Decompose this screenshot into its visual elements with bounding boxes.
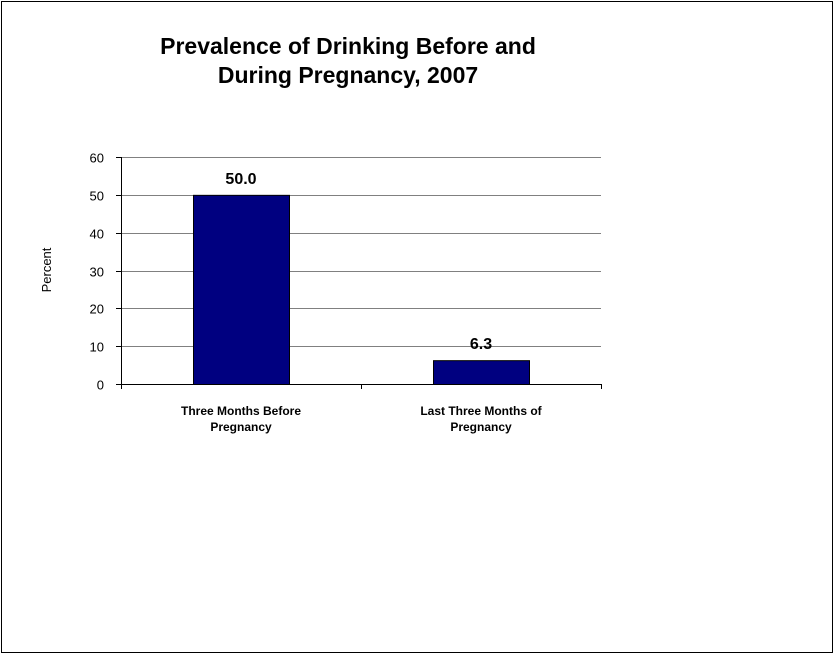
x-category-label: Pregnancy	[450, 420, 512, 434]
y-axis-label: Percent	[39, 247, 54, 292]
bar	[433, 360, 530, 386]
y-tick-label: 40	[90, 227, 104, 242]
y-tick-label: 10	[90, 340, 104, 355]
x-category-label: Three Months Before	[181, 404, 301, 418]
x-axis-categories: Three Months Before Pregnancy Last Three M…	[181, 404, 543, 434]
x-category-label: Pregnancy	[210, 420, 272, 434]
bars	[193, 194, 530, 386]
y-tick-label: 30	[90, 265, 104, 280]
data-label: 6.3	[470, 336, 492, 353]
y-tick-label: 20	[90, 302, 104, 317]
chart-title-line-2: During Pregnancy, 2007	[217, 62, 479, 88]
y-axis-ticks: 0 10 20 30 40 50 60	[90, 151, 602, 393]
data-label: 50.0	[225, 171, 256, 188]
chart-title: Prevalence of Drinking Before and During…	[88, 32, 608, 90]
y-tick-label: 50	[90, 189, 104, 204]
y-tick-label: 0	[97, 378, 104, 393]
chart-title-line-1: Prevalence of Drinking Before and	[160, 33, 536, 59]
bar	[193, 194, 290, 385]
y-tick-label: 60	[90, 151, 104, 166]
x-category-label: Last Three Months of	[420, 404, 542, 418]
data-labels: 50.0 6.3	[225, 171, 492, 353]
